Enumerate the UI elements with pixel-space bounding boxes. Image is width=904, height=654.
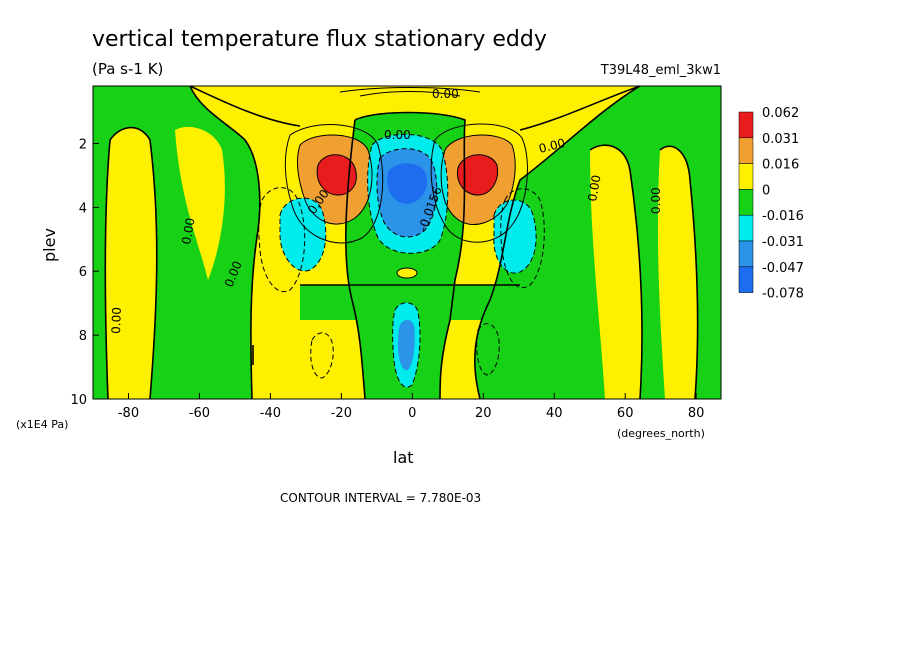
x-tick-label: -80 [118, 406, 139, 421]
positive-contours [284, 123, 528, 244]
region-red-south [317, 154, 357, 195]
chart-title: vertical temperature flux stationary edd… [92, 27, 547, 52]
zero-contours [104, 86, 699, 399]
region-cyan-east [493, 200, 537, 274]
chart-subtitle: (Pa s-1 K) [92, 60, 163, 78]
contour-interval-note: CONTOUR INTERVAL = 7.780E-03 [280, 491, 481, 505]
contour-label-east3: 0.00 [649, 187, 663, 214]
x-tick-label: 40 [546, 406, 563, 421]
x-tick-label: 80 [688, 406, 705, 421]
contour-label-west: 0.00 [179, 217, 197, 246]
contour-zero-streak-e1 [589, 144, 643, 399]
plot-frame [92, 85, 722, 400]
contour-zero-east [474, 86, 641, 399]
contour-label-center: 0.00 [384, 128, 411, 142]
contour-zero-top-east [519, 86, 641, 131]
contour-zero-center-west [345, 119, 366, 399]
y-tick-label: 10 [70, 393, 87, 408]
region-yellow-streak-w2 [175, 126, 225, 280]
colorbar-level-label: 0.031 [762, 132, 799, 147]
colorbar-swatch [738, 266, 754, 293]
colorbar-level-label: 0 [762, 183, 770, 198]
x-units-label: (degrees_north) [617, 427, 705, 440]
colorbar-swatch [738, 111, 754, 139]
region-red-north [457, 154, 498, 195]
colorbar-level-label: 0.062 [762, 106, 799, 121]
y-tick-label: 4 [79, 201, 87, 216]
contour-zero-streak-e2 [659, 145, 699, 399]
contour-label-east2: 0.00 [585, 174, 603, 203]
y-axis: 2 4 6 8 10 [70, 137, 99, 408]
region-yellow-strip-top [190, 86, 640, 130]
x-tick-label: 0 [408, 406, 416, 421]
colorbar-level-label: -0.016 [762, 209, 804, 224]
colorbar-level-label: 0.016 [762, 158, 799, 173]
run-label: T39L48_eml_3kw1 [600, 63, 721, 78]
negative-contours [258, 133, 545, 388]
y-tick-label: 6 [79, 265, 87, 280]
colorbar-swatch [738, 163, 754, 190]
region-blue-lower [398, 319, 415, 371]
x-tick-label: -20 [331, 406, 352, 421]
top-contours [339, 87, 481, 97]
x-axis: -80 -60 -40 -20 0 20 40 60 80 [118, 393, 705, 421]
contour-zero-streak-w1b [104, 139, 111, 399]
x-axis-label: lat [393, 448, 414, 467]
colorbar-swatch [738, 189, 754, 216]
contour-zero-center [354, 111, 466, 399]
x-tick-label: 60 [617, 406, 634, 421]
contour-zero-streak-w1 [109, 126, 158, 399]
y-units-label: (x1E4 Pa) [16, 418, 68, 431]
region-yellow-streak-w1 [105, 127, 157, 399]
colorbar-level-label: -0.031 [762, 235, 804, 250]
contour-zero-west [189, 86, 261, 399]
region-yellow-streak-e1 [590, 145, 642, 399]
contour-field [93, 86, 721, 399]
colorbar-swatch [738, 214, 754, 242]
x-tick-label: -60 [189, 406, 210, 421]
y-tick-label: 8 [79, 329, 87, 344]
region-cyan-west [280, 198, 326, 272]
x-tick-label: -40 [260, 406, 281, 421]
colorbar-swatch [738, 240, 754, 268]
region-yellow-bubble [396, 267, 418, 279]
region-yellow-streak-e2 [657, 146, 698, 399]
contour-label-west3: 0.00 [109, 307, 124, 334]
contour-zero-top [189, 86, 301, 127]
colorbar-level-label: -0.078 [762, 287, 804, 302]
colorbar-swatch [738, 137, 754, 164]
region-blue-core [387, 163, 428, 204]
contour-label-east: 0.00 [537, 136, 566, 156]
colorbar: 0.062 0.031 0.016 0 -0.016 -0.031 -0.047 -0.078 [738, 106, 804, 302]
y-axis-label: plev [40, 228, 59, 262]
y-tick-label: 2 [79, 137, 87, 152]
x-tick-label: 20 [475, 406, 492, 421]
contour-label-top: 0.00 [432, 87, 459, 101]
colorbar-level-label: -0.047 [762, 261, 804, 276]
